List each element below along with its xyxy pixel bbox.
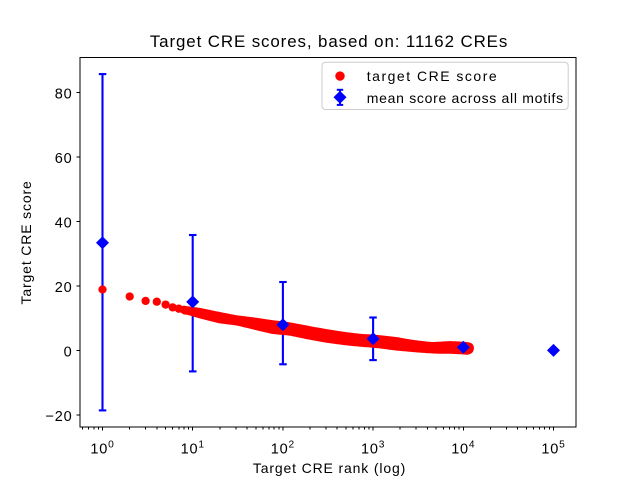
- svg-text:Target CRE score: Target CRE score: [18, 180, 34, 304]
- svg-text:105: 105: [541, 440, 565, 458]
- svg-text:60: 60: [55, 151, 73, 167]
- svg-text:Target CRE scores, based on: 1: Target CRE scores, based on: 11162 CREs: [150, 32, 508, 51]
- svg-text:target CRE score: target CRE score: [367, 68, 498, 84]
- svg-text:−20: −20: [46, 409, 73, 425]
- svg-text:103: 103: [361, 440, 385, 458]
- svg-text:80: 80: [55, 86, 73, 102]
- svg-text:104: 104: [451, 440, 475, 458]
- svg-text:20: 20: [55, 280, 73, 296]
- svg-text:100: 100: [90, 440, 114, 458]
- svg-text:40: 40: [55, 215, 73, 231]
- svg-text:Target CRE rank (log): Target CRE rank (log): [253, 460, 406, 476]
- svg-text:mean score across all motifs: mean score across all motifs: [367, 90, 564, 106]
- svg-text:0: 0: [64, 344, 73, 360]
- svg-text:102: 102: [271, 440, 295, 458]
- svg-text:101: 101: [181, 440, 205, 458]
